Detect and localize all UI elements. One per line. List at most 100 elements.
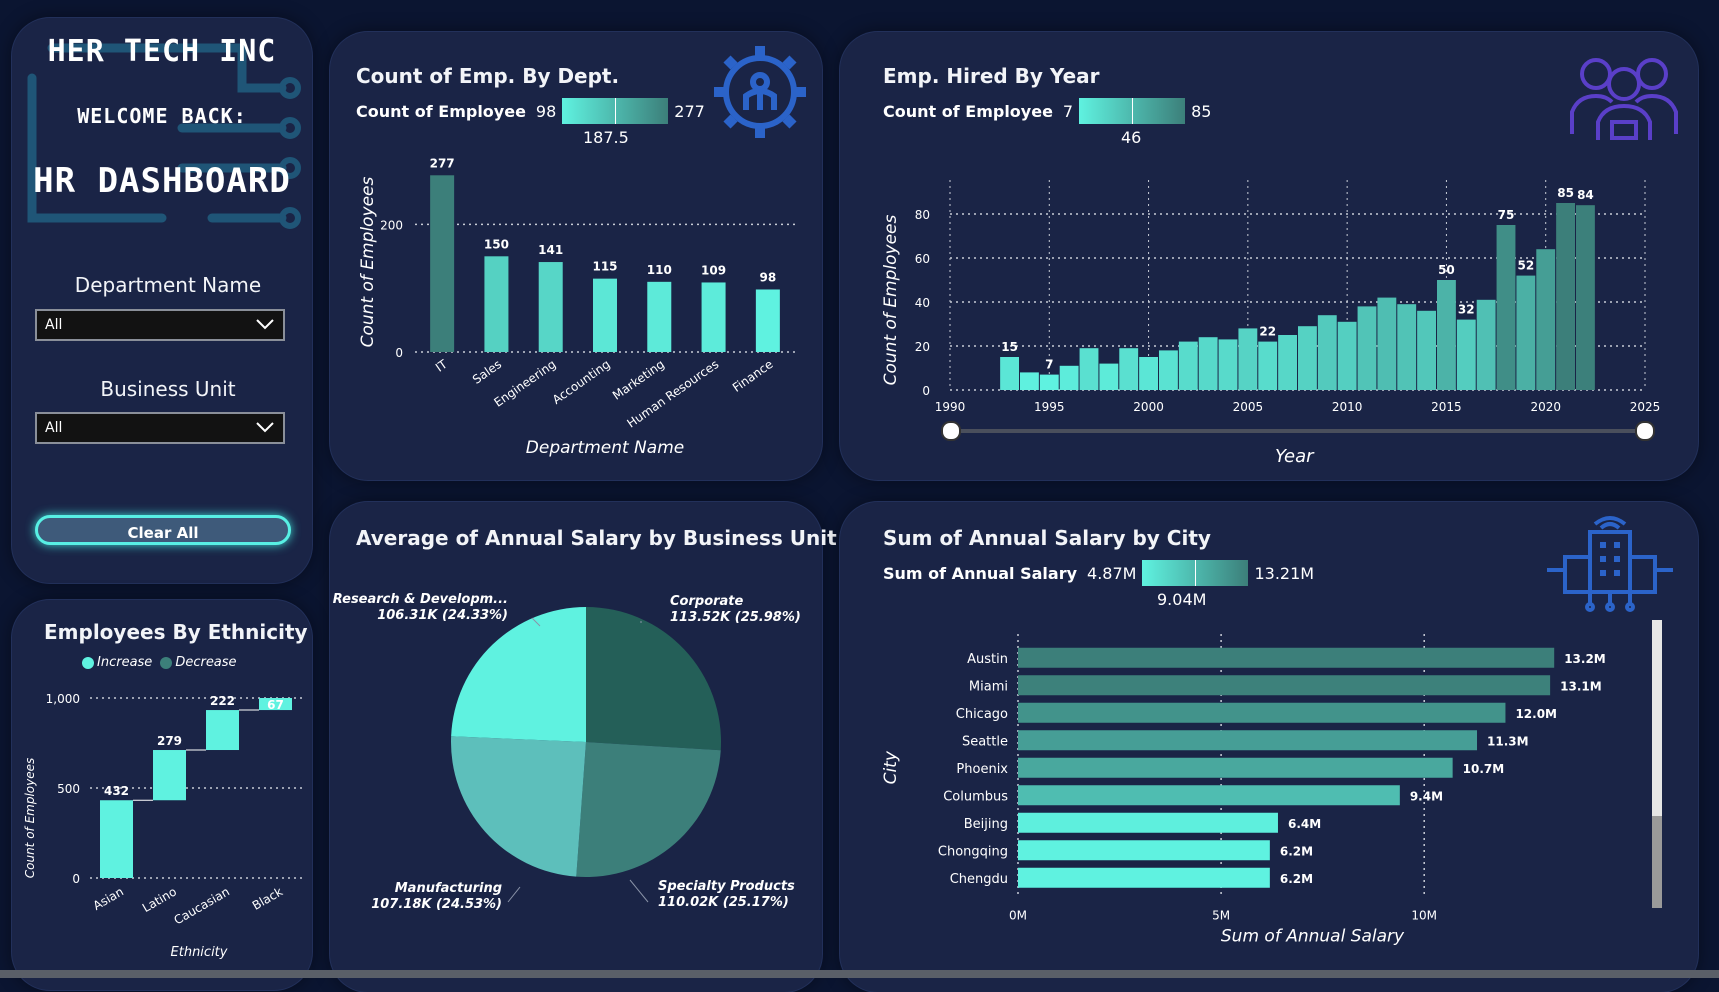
dept-data-label: 150	[484, 237, 509, 251]
gear-person-icon	[714, 46, 806, 138]
department-dropdown-value: All	[45, 317, 63, 333]
dept-bar	[647, 281, 672, 352]
business-unit-dropdown[interactable]: All	[35, 412, 285, 444]
city-scrollbar-thumb[interactable]	[1652, 620, 1662, 816]
sidebar-panel: HER TECH INC WELCOME BACK: HR DASHBOARD …	[12, 18, 312, 583]
pie-slice-value: 106.31K (24.33%)	[377, 608, 508, 623]
year-bar	[1079, 348, 1099, 390]
city-bar	[1018, 675, 1551, 696]
eth-y-tick-label: 1,000	[46, 692, 80, 706]
year-bar	[1099, 363, 1119, 390]
year-color-legend: Count of Employee 7 85	[883, 98, 1211, 124]
year-gradient-bar	[1079, 98, 1186, 124]
city-y-tick-label: Austin	[967, 652, 1008, 667]
dept-chart-title: Count of Emp. By Dept.	[356, 64, 620, 88]
year-bar	[1000, 357, 1020, 390]
eth-bar	[259, 698, 292, 711]
business-unit-filter-label: Business Unit	[100, 377, 236, 401]
increase-legend-marker	[82, 656, 94, 669]
year-bar	[1436, 280, 1456, 390]
year-bar	[1456, 319, 1476, 390]
city-data-label: 10.7M	[1463, 762, 1505, 776]
year-bar	[1119, 348, 1139, 390]
dept-legend-label: Count of Employee	[356, 101, 526, 121]
salary-bu-panel: Average of Annual Salary by Business Uni…	[330, 502, 837, 992]
pie-leader-line	[507, 886, 521, 903]
year-data-label: 32	[1458, 303, 1475, 317]
year-bar	[1397, 304, 1417, 390]
dept-bar	[430, 175, 455, 352]
pie-slice-label: Research & Developm...	[333, 592, 508, 607]
city-legend-max: 13.21M	[1254, 563, 1315, 583]
department-dropdown[interactable]: All	[35, 309, 285, 341]
city-bar-chart: 0M 5M 10M Austin 13.2M Miami 13.1M Chicago 12.0M…	[881, 634, 1606, 947]
dept-x-tick-label: IT	[433, 357, 450, 375]
pie-slice-label: Manufacturing	[395, 881, 502, 896]
year-bar	[1178, 341, 1198, 390]
dept-x-tick-label: Sales	[470, 357, 504, 387]
city-y-tick-label: Seattle	[962, 734, 1008, 749]
year-data-label: 15	[1001, 340, 1018, 354]
city-color-legend: Sum of Annual Salary 4.87M 13.21M	[883, 560, 1314, 586]
city-legend-label: Sum of Annual Salary	[883, 563, 1078, 583]
year-range-slider-start-handle[interactable]	[941, 421, 961, 441]
eth-bar	[153, 750, 186, 801]
year-data-label: 84	[1577, 188, 1594, 202]
dept-bar	[701, 282, 726, 352]
city-chart-title: Sum of Annual Salary by City	[883, 526, 1211, 550]
city-data-label: 9.4M	[1410, 789, 1443, 803]
dept-data-label: 110	[647, 263, 672, 277]
dept-data-label: 109	[701, 263, 726, 277]
dept-y-tick-label: 0	[395, 346, 403, 360]
year-range-slider-end-handle[interactable]	[1635, 421, 1655, 441]
dept-legend-min: 98	[535, 101, 557, 121]
dept-x-tick-label: Finance	[730, 357, 776, 395]
ethnicity-chart-title: Employees By Ethnicity	[44, 620, 308, 644]
circuit-decoration-icon	[27, 43, 301, 229]
year-bar	[1536, 249, 1556, 390]
eth-data-label: 67	[267, 698, 284, 712]
eth-data-label: 222	[210, 694, 235, 708]
year-bar	[1139, 357, 1159, 390]
dept-data-label: 115	[592, 260, 617, 274]
welcome-text: WELCOME BACK:	[77, 104, 247, 128]
ethnicity-panel: Employees By Ethnicity Increase Decrease…	[12, 600, 312, 990]
city-panel: Sum of Annual Salary by City Sum of Annu…	[840, 502, 1698, 992]
pie-slice-value: 113.52K (25.98%)	[670, 610, 801, 625]
city-y-tick-label: Chengdu	[950, 872, 1008, 887]
city-y-tick-label: Phoenix	[956, 762, 1008, 777]
year-axis-title: Year	[1275, 446, 1314, 467]
pie-slice-label: Specialty Products	[658, 879, 795, 894]
year-bar	[1198, 337, 1218, 390]
ethnicity-waterfall-chart: 0 500 1,000 432 Asian 279 Latino 222 Caucasian 67…	[23, 692, 302, 960]
clear-all-button[interactable]: Clear All	[35, 515, 291, 545]
city-bar	[1018, 730, 1478, 751]
pie-leader-line	[629, 879, 649, 903]
year-bar	[1575, 205, 1595, 390]
office-building-icon	[1547, 516, 1673, 612]
city-y-tick-label: Columbus	[943, 789, 1008, 804]
city-bar	[1018, 840, 1270, 861]
dept-x-axis-title: Department Name	[526, 438, 684, 458]
year-range-slider-track[interactable]	[950, 429, 1644, 433]
year-bar	[1297, 326, 1317, 390]
year-data-label: 50	[1438, 263, 1455, 277]
city-x-tick-label: 10M	[1411, 909, 1437, 923]
pie-slice	[451, 736, 586, 877]
dept-x-tick-label: Human Resources	[624, 357, 721, 431]
year-bar	[1516, 275, 1536, 390]
eth-bar	[206, 710, 239, 751]
city-bar	[1018, 757, 1453, 778]
year-bar	[1019, 372, 1039, 390]
dept-x-tick-label: Accounting	[550, 357, 613, 407]
dept-gradient-bar	[562, 98, 669, 124]
decrease-legend-marker	[160, 656, 173, 669]
year-x-tick-label: 2000	[1133, 400, 1164, 414]
dept-data-label: 277	[430, 157, 455, 170]
pie-slice-label: Corporate	[670, 594, 744, 609]
dept-legend-max: 277	[674, 101, 705, 121]
city-x-tick-label: 5M	[1212, 909, 1230, 923]
year-bar	[1258, 341, 1278, 390]
year-x-tick-label: 2020	[1530, 400, 1561, 414]
